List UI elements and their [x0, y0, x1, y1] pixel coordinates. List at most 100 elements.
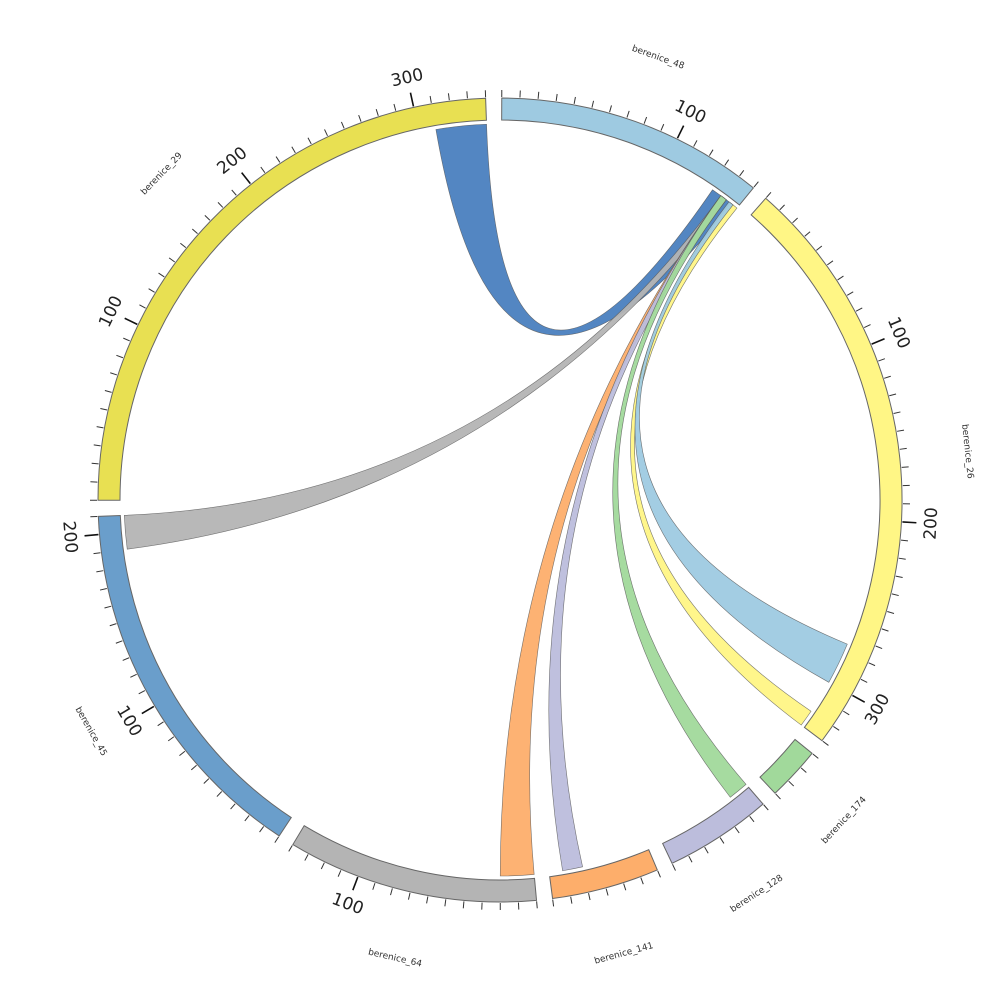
tick-berenice-45	[104, 605, 112, 609]
tick-berenice-128	[704, 846, 709, 854]
tick-berenice-45	[130, 673, 137, 678]
tick-berenice-29	[148, 288, 155, 293]
tick-berenice-64	[304, 854, 309, 861]
link-berenice-48-to-berenice-29	[435, 123, 733, 336]
tick-berenice-141	[552, 899, 555, 907]
tick-berenice-45	[84, 533, 99, 537]
tick-berenice-64	[444, 899, 447, 907]
tick-berenice-48	[591, 100, 595, 108]
tick-berenice-29	[91, 462, 99, 465]
tick-berenice-45	[115, 640, 123, 644]
tick-berenice-29	[217, 202, 224, 208]
tick-berenice-48	[537, 91, 540, 99]
tick-berenice-64	[426, 896, 429, 904]
tick-berenice-26	[822, 740, 829, 746]
tick-berenice-29	[260, 166, 266, 173]
tick-berenice-45	[179, 750, 186, 757]
tick-berenice-26	[868, 662, 876, 667]
tick-berenice-48	[693, 140, 698, 147]
segment-berenice-141	[549, 849, 658, 900]
tick-berenice-26	[900, 539, 909, 542]
tick-label: 100	[95, 293, 127, 331]
tick-label: 300	[389, 65, 425, 92]
tick-berenice-26	[893, 411, 901, 414]
segment-berenice-29	[97, 97, 487, 501]
tick-berenice-141	[605, 888, 609, 896]
tick-berenice-29	[123, 337, 130, 342]
tick-berenice-29	[291, 146, 296, 154]
tick-berenice-29	[158, 272, 165, 278]
tick-berenice-26	[884, 375, 892, 379]
tick-berenice-45	[259, 826, 265, 833]
tick-berenice-29	[104, 390, 112, 393]
tick-berenice-48	[626, 110, 630, 118]
tick-berenice-29	[168, 257, 176, 263]
tick-berenice-48	[724, 159, 730, 166]
tick-berenice-174	[800, 767, 807, 773]
tick-berenice-29	[241, 172, 251, 185]
tick-berenice-45	[190, 764, 197, 771]
tick-berenice-26	[878, 358, 886, 362]
tick-berenice-48	[676, 125, 685, 139]
tick-berenice-26	[804, 231, 811, 237]
tick-berenice-48	[708, 149, 714, 156]
segment-berenice-174	[759, 738, 813, 794]
tick-label: 100	[883, 314, 914, 352]
tick-berenice-128	[719, 837, 725, 844]
segment-label-berenice-141: berenice_141	[593, 941, 654, 967]
tick-berenice-26	[843, 710, 850, 716]
tick-label: 200	[58, 520, 81, 554]
tick-berenice-29	[124, 317, 138, 326]
tick-berenice-45	[157, 721, 164, 727]
tick-label: 100	[112, 702, 146, 740]
tick-berenice-26	[897, 429, 905, 432]
tick-berenice-26	[837, 275, 844, 281]
tick-berenice-141	[657, 870, 661, 878]
tick-berenice-174	[812, 753, 819, 759]
tick-berenice-26	[899, 447, 907, 450]
tick-berenice-26	[816, 245, 823, 251]
tick-berenice-26	[875, 645, 883, 650]
tick-berenice-26	[855, 307, 863, 312]
tick-berenice-128	[749, 816, 755, 823]
tick-berenice-26	[779, 204, 785, 211]
tick-berenice-29	[139, 304, 146, 309]
tick-berenice-128	[688, 855, 693, 863]
tick-berenice-26	[887, 611, 895, 614]
tick-berenice-64	[337, 870, 342, 877]
tick-berenice-26	[827, 260, 834, 266]
tick-berenice-48	[660, 123, 665, 131]
tick-berenice-29	[93, 444, 101, 447]
segments-layer	[97, 97, 903, 903]
tick-berenice-26	[852, 694, 866, 703]
tick-berenice-29	[116, 354, 124, 359]
tick-berenice-141	[640, 877, 644, 885]
tick-berenice-48	[739, 170, 745, 177]
ticks-layer: 100 100 200 300 100 100 200 100 200 300	[58, 65, 942, 919]
tick-berenice-45	[230, 803, 236, 810]
tick-berenice-174	[788, 780, 795, 787]
link-berenice-48-to-berenice-128	[612, 195, 747, 798]
segment-label-berenice-48: berenice_48	[630, 44, 685, 72]
tick-berenice-29	[393, 103, 397, 111]
tick-berenice-45	[167, 736, 175, 742]
tick-berenice-29	[409, 92, 415, 107]
tick-berenice-45	[109, 623, 117, 627]
segment-berenice-45	[97, 514, 292, 837]
segment-label-berenice-26: berenice_26	[959, 424, 975, 480]
tick-berenice-48	[753, 181, 759, 188]
tick-berenice-48	[555, 93, 558, 102]
tick-label: 100	[671, 96, 709, 128]
tick-berenice-26	[898, 557, 906, 560]
tick-berenice-26	[889, 393, 897, 397]
tick-berenice-26	[902, 521, 917, 524]
segment-label-berenice-45: berenice_45	[73, 705, 109, 758]
tick-berenice-29	[447, 93, 450, 101]
tick-berenice-45	[203, 778, 210, 784]
segment-label-berenice-128: berenice_128	[729, 873, 786, 915]
tick-berenice-64	[288, 845, 293, 852]
links-layer	[124, 123, 848, 877]
tick-berenice-141	[570, 896, 573, 904]
tick-berenice-29	[275, 156, 281, 163]
segment-berenice-48	[501, 97, 755, 206]
